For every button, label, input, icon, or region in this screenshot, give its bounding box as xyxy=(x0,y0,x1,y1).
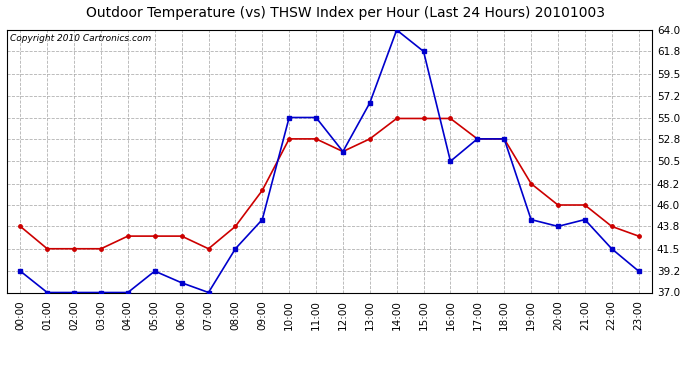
Text: Copyright 2010 Cartronics.com: Copyright 2010 Cartronics.com xyxy=(10,34,151,43)
Text: Outdoor Temperature (vs) THSW Index per Hour (Last 24 Hours) 20101003: Outdoor Temperature (vs) THSW Index per … xyxy=(86,6,604,20)
